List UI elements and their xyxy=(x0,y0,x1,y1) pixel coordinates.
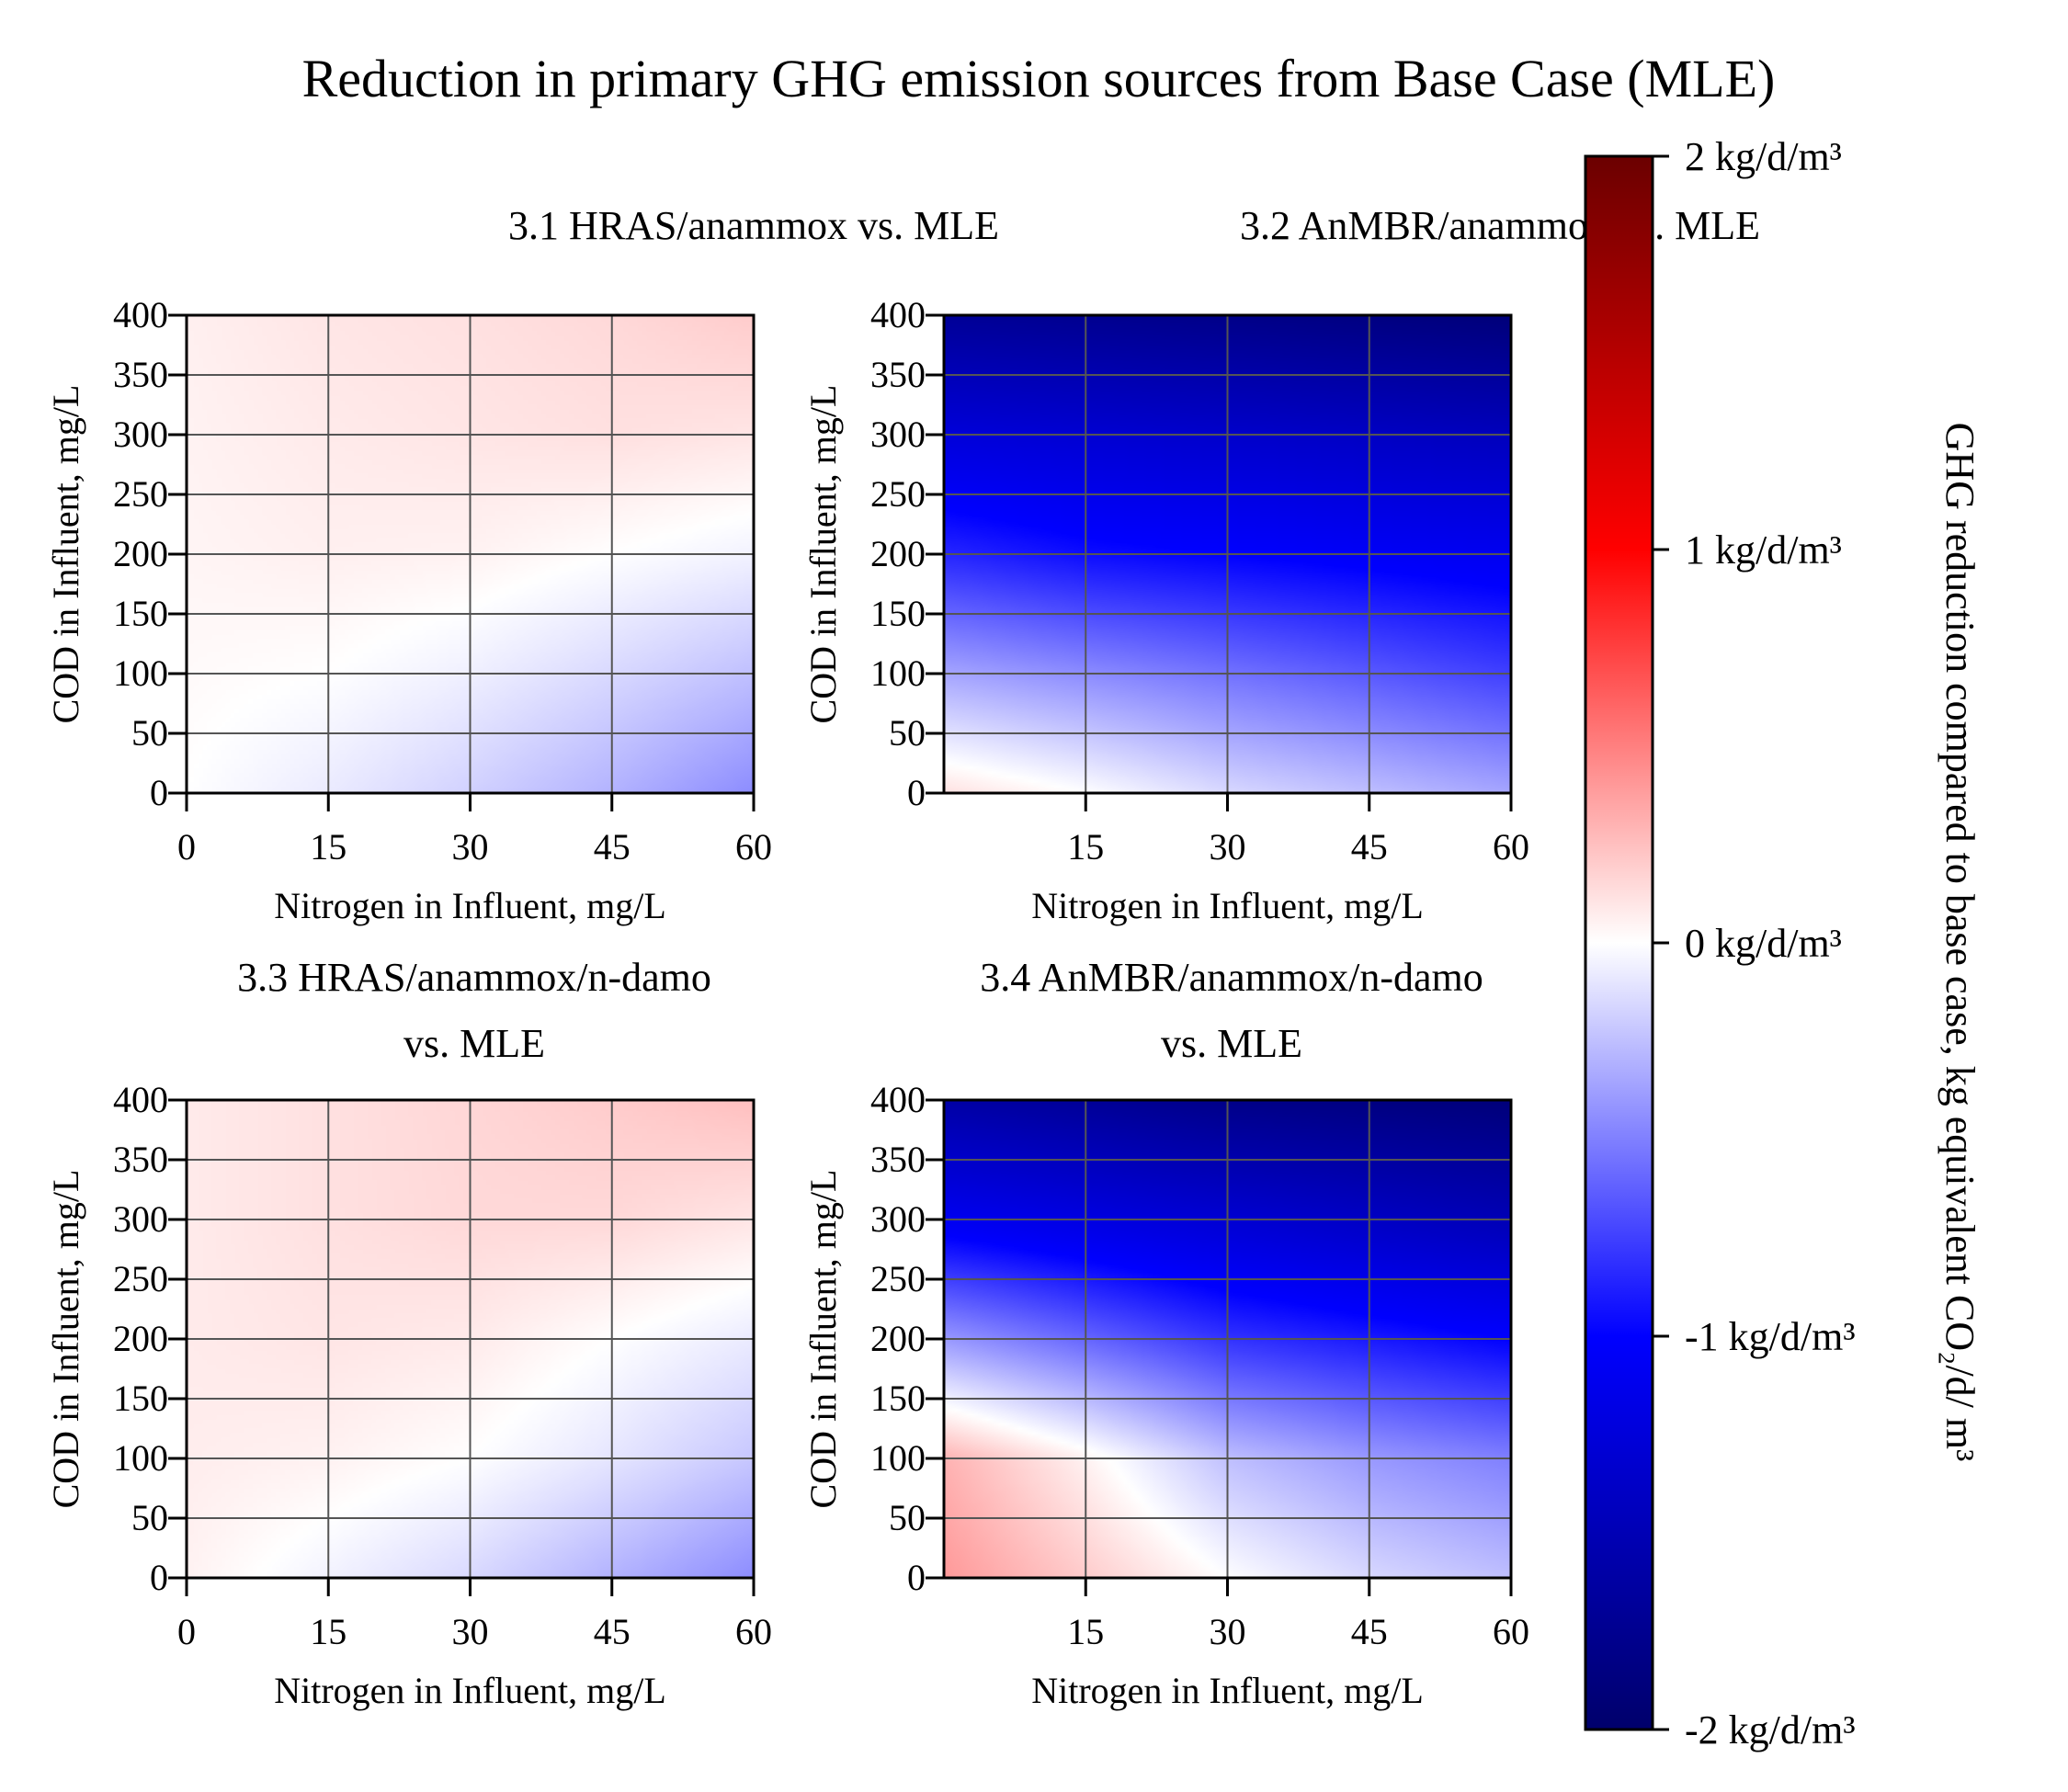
y-tick-label: 300 xyxy=(113,414,168,455)
y-tick-label: 0 xyxy=(150,772,168,813)
panel-title: 3.1 HRAS/anammox vs. MLE xyxy=(508,203,999,248)
y-tick-label: 50 xyxy=(131,1497,168,1538)
panel-title: vs. MLE xyxy=(1161,1021,1302,1066)
y-tick-label: 250 xyxy=(870,1258,926,1299)
y-tick-label: 50 xyxy=(889,1497,926,1538)
x-tick-label: 15 xyxy=(310,826,347,868)
x-axis-label: Nitrogen in Influent, mg/L xyxy=(1031,1670,1424,1711)
y-tick-label: 400 xyxy=(870,1079,926,1120)
y-tick-label: 300 xyxy=(870,1198,926,1240)
x-tick-label: 15 xyxy=(1067,826,1104,868)
colorbar: 2 kg/d/m³ 1 kg/d/m³ 0 kg/d/m³ -1 kg/d/m³ -2 … xyxy=(1584,134,1983,1752)
x-tick-label: 0 xyxy=(177,1611,196,1652)
y-tick-label: 400 xyxy=(113,1079,168,1120)
heatmap-panel-2: 0 50 100 150 200 250 300 350 400 15 30 45 60 Nitrogen… xyxy=(802,203,1760,926)
y-tick-label: 200 xyxy=(113,1318,168,1359)
x-tick-label: 60 xyxy=(735,1611,772,1652)
x-tick-label: 45 xyxy=(1351,826,1388,868)
x-tick-label: 60 xyxy=(1493,1611,1529,1652)
colorbar-tick-label: -2 kg/d/m³ xyxy=(1685,1707,1856,1752)
y-tick-label: 350 xyxy=(870,354,926,395)
panel-title: 3.3 HRAS/anammox/n-damo xyxy=(237,955,711,1000)
x-axis-label: Nitrogen in Influent, mg/L xyxy=(274,885,666,926)
y-tick-label: 50 xyxy=(131,712,168,754)
x-tick-label: 0 xyxy=(177,826,196,868)
y-tick-label: 300 xyxy=(870,414,926,455)
x-tick-label: 30 xyxy=(1210,1611,1246,1652)
y-tick-label: 100 xyxy=(113,652,168,694)
y-tick-label: 150 xyxy=(113,1378,168,1419)
y-tick-label: 400 xyxy=(870,294,926,335)
y-tick-label: 0 xyxy=(150,1557,168,1598)
colorbar-label: GHG reduction compared to base case, kg … xyxy=(1937,423,1983,1462)
x-tick-label: 30 xyxy=(452,1611,489,1652)
y-tick-label: 100 xyxy=(870,1437,926,1479)
x-tick-label: 45 xyxy=(1351,1611,1388,1652)
y-tick-label: 250 xyxy=(113,1258,168,1299)
y-tick-label: 250 xyxy=(113,473,168,515)
x-tick-label: 45 xyxy=(594,1611,631,1652)
y-tick-label: 200 xyxy=(870,1318,926,1359)
heatmap-panel-4: 0 50 100 150 200 250 300 350 400 15 30 45 60 Nitrogen… xyxy=(802,955,1529,1711)
y-tick-label: 150 xyxy=(870,593,926,634)
colorbar-gradient xyxy=(1584,154,1654,1731)
x-axis-label: Nitrogen in Influent, mg/L xyxy=(1031,885,1424,926)
heatmap-panel-1: 0 50 100 150 200 250 300 350 400 0 15 30 45 60 Nitroge… xyxy=(45,203,999,926)
panel-title: 3.2 AnMBR/anammox vs. MLE xyxy=(1240,203,1760,248)
x-tick-label: 30 xyxy=(452,826,489,868)
y-axis-label: COD in Influent, mg/L xyxy=(45,1170,86,1509)
panel-title: vs. MLE xyxy=(403,1021,545,1066)
figure-title: Reduction in primary GHG emission source… xyxy=(302,49,1776,108)
x-tick-label: 30 xyxy=(1210,826,1246,868)
x-tick-label: 60 xyxy=(1493,826,1529,868)
heatmap-panel-3: 0 50 100 150 200 250 300 350 400 0 15 30 45 60 Nitroge… xyxy=(45,955,772,1711)
x-tick-label: 15 xyxy=(1067,1611,1104,1652)
y-tick-label: 400 xyxy=(113,294,168,335)
y-tick-label: 100 xyxy=(870,652,926,694)
y-tick-label: 300 xyxy=(113,1198,168,1240)
y-tick-label: 50 xyxy=(889,712,926,754)
x-tick-label: 45 xyxy=(594,826,631,868)
y-tick-label: 150 xyxy=(870,1378,926,1419)
colorbar-tick-label: 2 kg/d/m³ xyxy=(1685,134,1842,179)
y-tick-label: 100 xyxy=(113,1437,168,1479)
y-axis-label: COD in Influent, mg/L xyxy=(45,385,86,724)
y-axis-label: COD in Influent, mg/L xyxy=(802,385,844,724)
y-tick-label: 0 xyxy=(907,1557,926,1598)
colorbar-tick-label: 0 kg/d/m³ xyxy=(1685,921,1842,966)
x-axis-label: Nitrogen in Influent, mg/L xyxy=(274,1670,666,1711)
colorbar-tick-label: -1 kg/d/m³ xyxy=(1685,1314,1856,1359)
y-tick-label: 150 xyxy=(113,593,168,634)
y-tick-label: 350 xyxy=(113,1139,168,1180)
panel-title: 3.4 AnMBR/anammox/n-damo xyxy=(980,955,1483,1000)
x-tick-label: 15 xyxy=(310,1611,347,1652)
y-tick-label: 200 xyxy=(870,533,926,574)
y-tick-label: 0 xyxy=(907,772,926,813)
x-tick-label: 60 xyxy=(735,826,772,868)
y-axis-label: COD in Influent, mg/L xyxy=(802,1170,844,1509)
y-tick-label: 200 xyxy=(113,533,168,574)
y-tick-label: 350 xyxy=(870,1139,926,1180)
colorbar-tick-label: 1 kg/d/m³ xyxy=(1685,527,1842,573)
y-tick-label: 250 xyxy=(870,473,926,515)
y-tick-label: 350 xyxy=(113,354,168,395)
